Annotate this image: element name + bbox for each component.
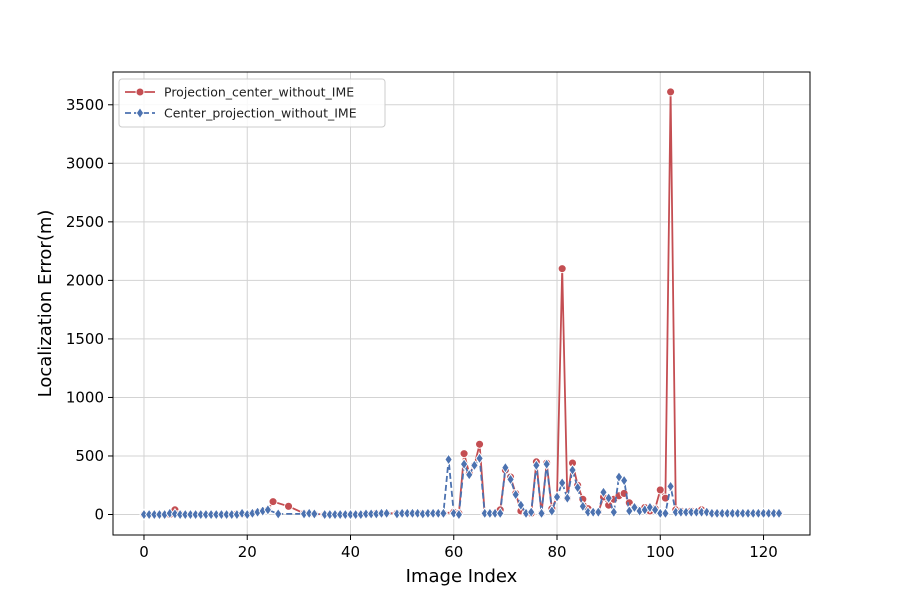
plot-frame xyxy=(112,71,811,536)
data-point xyxy=(650,503,660,516)
legend-label: Center_projection_without_IME xyxy=(164,106,357,121)
data-point xyxy=(573,481,582,494)
data-point xyxy=(563,492,572,505)
y-tick-label: 1500 xyxy=(66,330,104,348)
data-point xyxy=(310,507,319,520)
data-point xyxy=(578,500,587,513)
data-point xyxy=(527,506,536,519)
data-point xyxy=(655,485,665,495)
data-point xyxy=(496,507,505,520)
data-point xyxy=(413,507,422,520)
data-point xyxy=(516,499,526,512)
series-line xyxy=(144,457,779,516)
series-layer xyxy=(139,87,784,521)
y-tick-label: 2500 xyxy=(66,213,104,231)
x-tick-label: 20 xyxy=(238,543,257,561)
data-point xyxy=(604,492,613,505)
data-point xyxy=(274,507,283,520)
legend-marker-diamond xyxy=(135,107,145,119)
data-point xyxy=(170,507,180,520)
data-point xyxy=(532,459,541,472)
grid-lines xyxy=(113,72,810,535)
legend-marker-circle xyxy=(135,87,145,97)
data-point xyxy=(774,507,784,520)
x-tick-label: 0 xyxy=(139,543,149,561)
data-point xyxy=(609,506,618,519)
legend-label: Projection_center_without_IME xyxy=(164,85,354,100)
data-point xyxy=(599,486,608,499)
data-point xyxy=(552,490,562,503)
y-tick-label: 1000 xyxy=(66,388,104,406)
data-point xyxy=(557,264,567,274)
legend-entry-center-projection: Center_projection_without_IME xyxy=(125,106,357,121)
data-point xyxy=(475,439,485,449)
x-tick-label: 80 xyxy=(547,543,566,561)
data-point xyxy=(666,480,675,493)
data-point xyxy=(506,473,515,486)
y-tick-label: 3500 xyxy=(66,96,104,114)
data-point xyxy=(619,474,629,487)
x-tick-label: 60 xyxy=(444,543,463,561)
data-point xyxy=(382,507,391,520)
data-point xyxy=(305,507,314,520)
data-point xyxy=(449,507,458,520)
data-point xyxy=(444,453,453,466)
data-point xyxy=(702,506,711,519)
data-point xyxy=(470,459,479,472)
legend: Projection_center_without_IME Center_pro… xyxy=(118,78,386,128)
axis-ticks: 0 20 40 60 80 100 120 0 500 1000 1500 2000 2500 3000 3… xyxy=(66,96,778,561)
data-point xyxy=(666,87,676,97)
data-point xyxy=(542,458,551,471)
x-tick-label: 100 xyxy=(646,543,675,561)
data-point xyxy=(263,503,273,516)
y-tick-label: 500 xyxy=(75,447,104,465)
data-point xyxy=(511,488,520,501)
data-point xyxy=(284,501,293,511)
data-point xyxy=(459,449,469,459)
data-point xyxy=(537,507,546,520)
data-point xyxy=(268,497,278,507)
data-point xyxy=(439,507,448,520)
data-point xyxy=(459,458,469,471)
data-point xyxy=(547,505,556,517)
data-point xyxy=(454,508,464,521)
data-point xyxy=(660,493,670,503)
y-tick-label: 0 xyxy=(94,506,104,524)
x-axis-label: Image Index xyxy=(406,566,518,587)
y-tick-label: 2000 xyxy=(66,271,104,289)
x-tick-label: 40 xyxy=(341,543,360,561)
y-tick-label: 3000 xyxy=(66,154,104,172)
x-tick-label: 120 xyxy=(749,543,778,561)
legend-box xyxy=(118,78,386,128)
data-point xyxy=(501,461,510,474)
legend-entry-projection-center: Projection_center_without_IME xyxy=(125,85,354,100)
data-point xyxy=(594,506,603,519)
data-point xyxy=(568,464,577,477)
data-point xyxy=(465,468,474,481)
data-point xyxy=(475,452,484,465)
series-0 xyxy=(139,87,784,519)
data-point xyxy=(237,507,247,520)
data-point xyxy=(165,507,174,520)
series-1 xyxy=(139,452,784,521)
y-axis-label: Localization Error(m) xyxy=(35,210,56,398)
data-point xyxy=(558,476,567,489)
data-point xyxy=(661,507,670,520)
